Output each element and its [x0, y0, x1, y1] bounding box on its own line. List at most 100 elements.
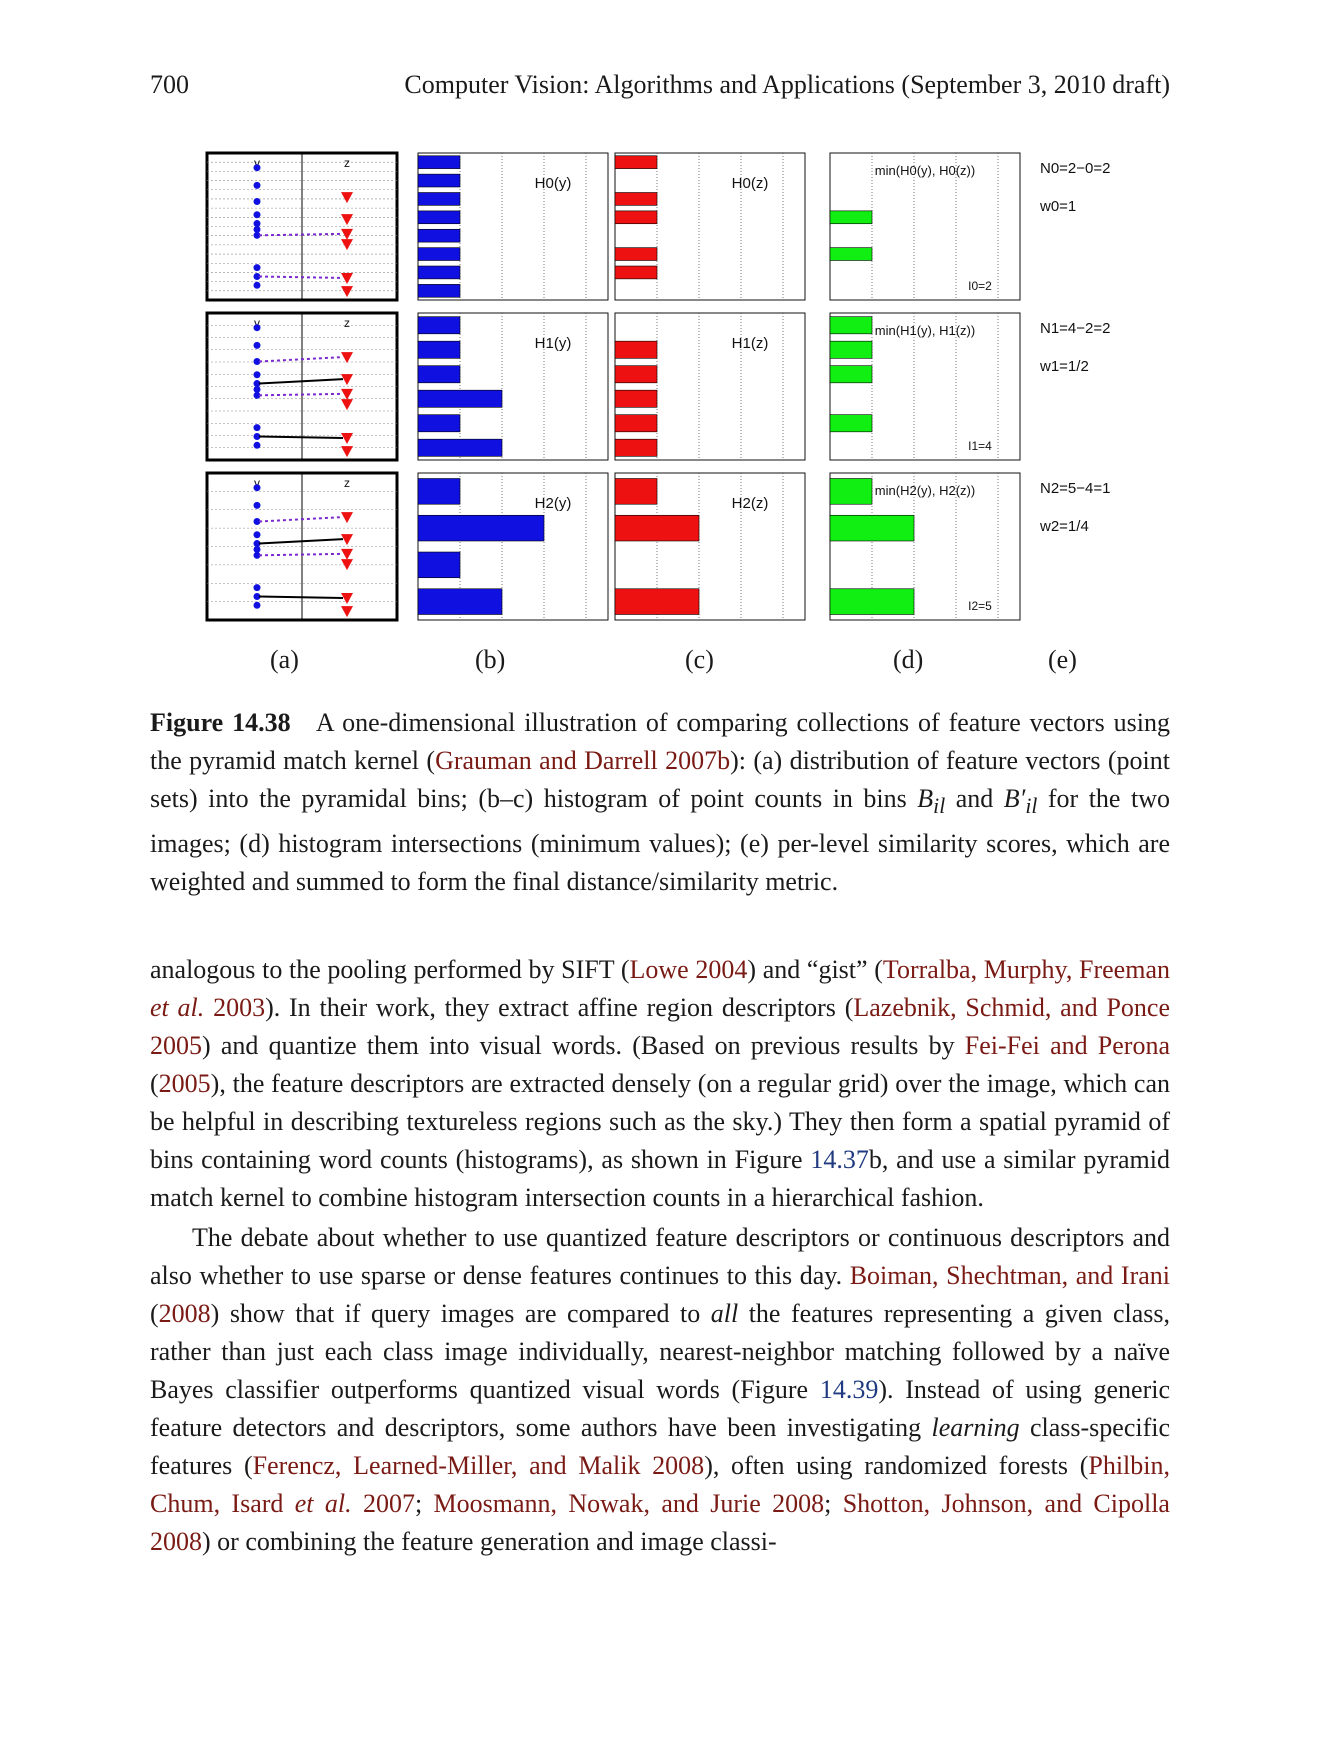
- histogram-bar: [829, 365, 873, 384]
- min-label: min(H2(y), H2(z)): [875, 483, 975, 498]
- caption-text: and: [945, 784, 1004, 813]
- point-z: [341, 214, 353, 226]
- citation-link[interactable]: Ferencz, Learned-Miller, and Malik 2008: [252, 1451, 705, 1480]
- intersection-panel: [829, 152, 1021, 301]
- math-symbol: Bil: [917, 784, 946, 819]
- histogram-bar: [417, 173, 461, 188]
- set-y-label: y: [254, 316, 260, 330]
- point-y: [253, 371, 261, 379]
- match-line: [258, 552, 344, 557]
- set-y-label: y: [254, 476, 260, 490]
- citation-link[interactable]: Philbin, Chum, Isard et al. 2007: [150, 1451, 1170, 1518]
- point-y: [253, 211, 261, 219]
- caption-label: Figure 14.38: [150, 708, 291, 737]
- histogram-label: H1(z): [732, 335, 769, 352]
- sublabel-d: (d): [893, 645, 924, 674]
- figure-link[interactable]: 14.39: [819, 1375, 879, 1404]
- sublabel-c: (c): [685, 645, 714, 674]
- body-text: analogous to the pooling performed by SI…: [150, 951, 1170, 1561]
- histogram-bar: [614, 588, 700, 615]
- histogram-bar: [417, 551, 461, 579]
- histogram-bar: [417, 514, 545, 542]
- histogram-bar: [417, 192, 461, 206]
- min-label: min(H1(y), H1(z)): [875, 323, 975, 338]
- min-label: min(H0(y), H0(z)): [875, 163, 975, 178]
- citation-link[interactable]: Grauman and Darrell 2007b: [435, 746, 731, 775]
- point-y: [253, 601, 261, 609]
- point-y: [253, 225, 261, 233]
- histogram-label: H2(z): [732, 495, 769, 512]
- citation-link[interactable]: Lowe 2004: [629, 955, 748, 984]
- point-y: [253, 181, 261, 189]
- citation-link[interactable]: Shotton, Johnson, and Cipolla 2008: [150, 1489, 1170, 1556]
- point-y: [253, 501, 261, 509]
- point-y: [253, 198, 261, 206]
- point-y: [253, 424, 261, 432]
- point-z: [341, 432, 353, 444]
- point-y: [253, 272, 261, 280]
- histogram-bar: [829, 210, 873, 225]
- level-weight-label: w1=1/2: [1039, 358, 1089, 375]
- histogram-bar: [829, 514, 915, 542]
- histogram-bar: [417, 155, 461, 169]
- point-z: [341, 534, 353, 546]
- histogram-bar: [614, 340, 658, 359]
- point-z: [341, 446, 353, 458]
- histogram-bar: [614, 155, 658, 169]
- histogram-bar: [417, 365, 461, 384]
- level-weight-label: w2=1/4: [1039, 518, 1089, 535]
- point-y: [253, 391, 261, 399]
- caption-text: ): (a) distribution of feature vectors (…: [150, 746, 1170, 813]
- histogram-bar: [417, 228, 461, 243]
- citation-link[interactable]: Boiman, Shechtman, and Irani: [849, 1261, 1170, 1290]
- point-z: [341, 192, 353, 204]
- histogram-bar: [614, 514, 700, 542]
- histogram-bar: [417, 284, 461, 298]
- point-y: [253, 592, 261, 600]
- match-line: [258, 595, 344, 599]
- histogram-bar: [417, 247, 461, 261]
- point-z: [341, 286, 353, 298]
- page-number: 700: [150, 70, 189, 99]
- histogram-label: H0(z): [732, 175, 769, 192]
- citation-link[interactable]: 2005: [158, 1069, 211, 1098]
- point-z: [341, 272, 353, 284]
- point-y: [253, 584, 261, 592]
- citation-link[interactable]: Fei-Fei and Perona: [964, 1031, 1171, 1060]
- point-y: [253, 380, 261, 388]
- histogram-bar: [417, 478, 461, 505]
- histogram-bar: [417, 438, 503, 457]
- histogram-bar: [417, 265, 461, 280]
- point-z: [341, 606, 353, 618]
- match-line: [258, 392, 344, 397]
- point-y: [253, 518, 261, 526]
- histogram-bar: [829, 316, 873, 335]
- math-symbol: B′il: [1003, 784, 1038, 819]
- match-line: [258, 378, 344, 385]
- histogram-bar: [829, 588, 915, 615]
- citation-link[interactable]: 2008: [158, 1299, 211, 1328]
- figure-link[interactable]: 14.37: [810, 1145, 869, 1174]
- histogram-bar: [614, 414, 658, 433]
- citation-link[interactable]: Moosmann, Nowak, and Jurie 2008: [433, 1489, 825, 1518]
- match-line: [258, 232, 344, 237]
- point-z: [341, 228, 353, 240]
- histogram-bar: [614, 365, 658, 384]
- page-header: 700 Computer Vision: Algorithms and Appl…: [150, 70, 1170, 110]
- histogram-bar: [417, 588, 503, 615]
- point-y: [253, 432, 261, 440]
- match-line: [258, 356, 344, 363]
- caption-text: A one-dimensional illustration of compar…: [150, 708, 1170, 775]
- figure-14-38: y z H0(y) H0(z) min(H0(y), H0(z)) I0=2 N0=2−0=…: [200, 148, 1150, 678]
- figure-caption: Figure 14.38 A one-dimensional illustrat…: [150, 704, 1170, 901]
- point-y: [253, 264, 261, 272]
- histogram-bar: [614, 438, 658, 457]
- histogram-bar: [614, 247, 658, 261]
- citation-link[interactable]: Torralba, Murphy, Freeman et al. 2003: [150, 955, 1170, 1022]
- histogram-bar: [829, 414, 873, 433]
- point-y: [253, 231, 261, 239]
- level-count-label: N2=5−4=1: [1040, 480, 1110, 497]
- intersection-count-label: I1=4: [968, 439, 992, 453]
- histogram-bar: [614, 389, 658, 408]
- citation-link[interactable]: Lazebnik, Schmid, and Ponce 2005: [150, 993, 1170, 1060]
